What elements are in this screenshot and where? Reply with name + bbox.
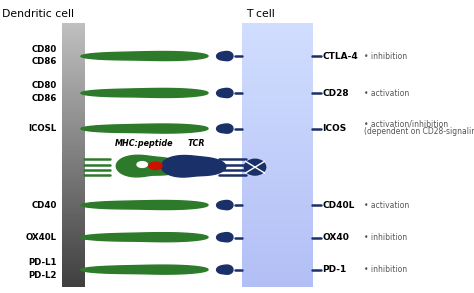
- Polygon shape: [81, 52, 208, 61]
- Polygon shape: [81, 124, 208, 133]
- Text: • inhibition: • inhibition: [364, 52, 407, 61]
- Text: CD86: CD86: [31, 57, 57, 66]
- Text: PD-L2: PD-L2: [28, 271, 57, 280]
- Text: Dendritic cell: Dendritic cell: [2, 9, 74, 20]
- Polygon shape: [116, 155, 182, 177]
- Text: PD-L1: PD-L1: [28, 258, 57, 267]
- Polygon shape: [81, 200, 208, 209]
- Text: • activation: • activation: [364, 201, 409, 210]
- Polygon shape: [217, 265, 233, 274]
- Text: CTLA-4: CTLA-4: [322, 52, 358, 61]
- Polygon shape: [217, 52, 233, 61]
- Text: • activation/inhibition: • activation/inhibition: [364, 120, 448, 129]
- Text: PD-1: PD-1: [322, 265, 346, 275]
- Text: CD40: CD40: [31, 201, 57, 210]
- Polygon shape: [217, 233, 233, 242]
- Text: CD80: CD80: [32, 45, 57, 54]
- Text: OX40: OX40: [322, 233, 349, 242]
- Ellipse shape: [137, 162, 147, 167]
- Text: MHC:peptide: MHC:peptide: [115, 139, 174, 148]
- Polygon shape: [81, 233, 208, 242]
- Text: CD28: CD28: [322, 89, 349, 98]
- Text: T cell: T cell: [246, 9, 275, 20]
- Text: CD40L: CD40L: [322, 201, 355, 210]
- Text: • inhibition: • inhibition: [364, 265, 407, 275]
- Polygon shape: [161, 156, 226, 177]
- Text: CD80: CD80: [32, 81, 57, 91]
- Polygon shape: [217, 88, 233, 98]
- Text: CD86: CD86: [31, 94, 57, 103]
- Ellipse shape: [245, 159, 265, 175]
- Text: ICOS: ICOS: [322, 125, 346, 133]
- Text: (dependent on CD28-signaling): (dependent on CD28-signaling): [364, 127, 474, 136]
- Polygon shape: [81, 88, 208, 98]
- Text: ICOSL: ICOSL: [28, 125, 57, 133]
- Polygon shape: [217, 200, 233, 210]
- Polygon shape: [217, 124, 233, 133]
- Polygon shape: [81, 265, 208, 274]
- Text: • inhibition: • inhibition: [364, 233, 407, 242]
- Text: OX40L: OX40L: [26, 233, 57, 242]
- Ellipse shape: [149, 162, 162, 170]
- Text: • activation: • activation: [364, 89, 409, 98]
- Text: TCR: TCR: [188, 139, 205, 148]
